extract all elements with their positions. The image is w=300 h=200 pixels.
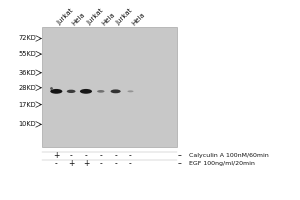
Ellipse shape xyxy=(111,89,121,93)
Text: 72KD: 72KD xyxy=(19,35,36,41)
Ellipse shape xyxy=(50,89,62,94)
Text: -: - xyxy=(129,159,132,168)
Text: 28KD: 28KD xyxy=(19,85,36,91)
Bar xyxy=(42,27,177,147)
Text: Jurkat: Jurkat xyxy=(116,8,134,26)
Text: Jurkat: Jurkat xyxy=(86,8,105,26)
Text: -: - xyxy=(114,151,117,160)
Text: +: + xyxy=(53,151,59,160)
Text: 17KD: 17KD xyxy=(19,102,36,108)
Text: 10KD: 10KD xyxy=(19,121,36,127)
Ellipse shape xyxy=(128,90,134,92)
Text: -: - xyxy=(85,151,87,160)
Text: -: - xyxy=(99,159,102,168)
Text: +: + xyxy=(83,159,89,168)
Text: 36KD: 36KD xyxy=(19,70,36,76)
Text: Hela: Hela xyxy=(101,11,116,26)
Text: Jurkat: Jurkat xyxy=(56,8,75,26)
Text: -: - xyxy=(55,159,58,168)
Text: EGF 100ng/ml/20min: EGF 100ng/ml/20min xyxy=(189,161,254,166)
Text: -: - xyxy=(99,151,102,160)
Ellipse shape xyxy=(80,89,92,94)
Text: Hela: Hela xyxy=(130,11,146,26)
Ellipse shape xyxy=(97,90,104,93)
Text: -: - xyxy=(114,159,117,168)
Text: -: - xyxy=(70,151,73,160)
Text: Hela: Hela xyxy=(71,11,86,26)
Text: 55KD: 55KD xyxy=(19,51,36,57)
Text: +: + xyxy=(68,159,74,168)
Text: Calyculin A 100nM/60min: Calyculin A 100nM/60min xyxy=(189,153,268,158)
Text: –: – xyxy=(177,151,181,160)
Text: -: - xyxy=(129,151,132,160)
Ellipse shape xyxy=(67,90,76,93)
Text: –: – xyxy=(177,159,181,168)
